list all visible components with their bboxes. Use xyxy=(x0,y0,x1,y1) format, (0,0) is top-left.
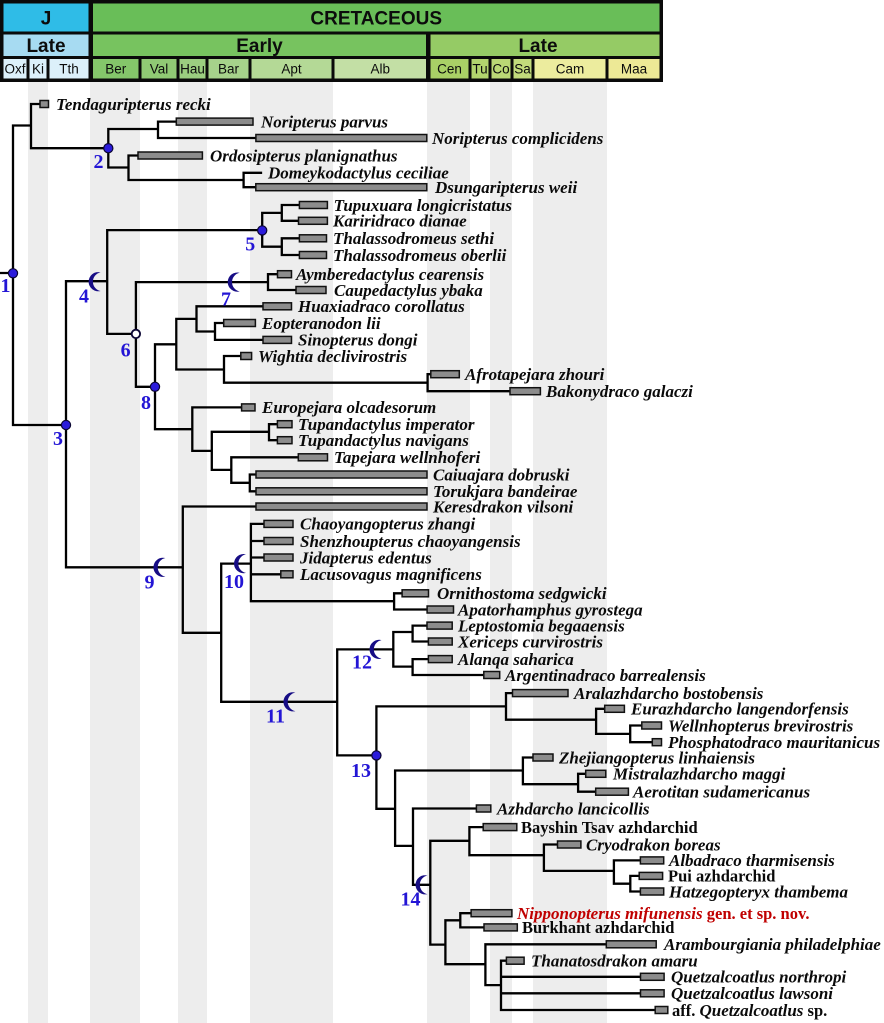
svg-text:Quetzalcoatlus northropi: Quetzalcoatlus northropi xyxy=(671,968,847,987)
svg-text:Phosphatodraco mauritanicus: Phosphatodraco mauritanicus xyxy=(667,733,880,752)
svg-text:1: 1 xyxy=(1,275,11,297)
svg-text:Alb: Alb xyxy=(370,62,390,77)
svg-text:Bayshin Tsav azhdarchid: Bayshin Tsav azhdarchid xyxy=(521,818,698,837)
svg-text:Noripterus parvus: Noripterus parvus xyxy=(260,112,388,131)
svg-text:Eurazhdarcho langendorfensis: Eurazhdarcho langendorfensis xyxy=(630,700,849,719)
svg-text:Cryodrakon boreas: Cryodrakon boreas xyxy=(586,835,721,854)
svg-text:Leptostomia begaaensis: Leptostomia begaaensis xyxy=(457,616,625,635)
svg-text:Pui azhdarchid: Pui azhdarchid xyxy=(668,867,775,886)
svg-text:CRETACEOUS: CRETACEOUS xyxy=(310,8,442,29)
svg-text:Thalassodromeus oberlii: Thalassodromeus oberlii xyxy=(333,246,507,265)
svg-text:11: 11 xyxy=(266,706,285,728)
svg-text:Tupandactylus imperator: Tupandactylus imperator xyxy=(298,415,475,434)
svg-text:Zhejiangopterus linhaiensis: Zhejiangopterus linhaiensis xyxy=(558,748,755,767)
svg-text:Torukjara bandeirae: Torukjara bandeirae xyxy=(433,482,578,501)
svg-text:Caupedactylus ybaka: Caupedactylus ybaka xyxy=(334,281,483,300)
svg-text:12: 12 xyxy=(352,652,372,674)
svg-text:Wightia declivirostris: Wightia declivirostris xyxy=(258,347,407,366)
svg-text:Ornithostoma sedgwicki: Ornithostoma sedgwicki xyxy=(437,584,607,603)
svg-text:Keresdrakon vilsoni: Keresdrakon vilsoni xyxy=(432,497,574,516)
svg-text:13: 13 xyxy=(351,760,371,782)
svg-text:J: J xyxy=(41,8,52,29)
svg-text:Thanatosdrakon amaru: Thanatosdrakon amaru xyxy=(531,952,698,971)
svg-text:14: 14 xyxy=(401,889,421,911)
svg-text:8: 8 xyxy=(141,392,151,414)
svg-text:Albadraco tharmisensis: Albadraco tharmisensis xyxy=(668,851,835,870)
svg-text:Noripterus complicidens: Noripterus complicidens xyxy=(431,129,604,148)
svg-text:Ki: Ki xyxy=(32,62,44,77)
svg-text:Alanqa saharica: Alanqa saharica xyxy=(457,650,574,669)
svg-text:Jidapterus edentus: Jidapterus edentus xyxy=(299,548,432,567)
svg-text:Ber: Ber xyxy=(105,62,127,77)
svg-text:Tupandactylus navigans: Tupandactylus navigans xyxy=(298,431,469,450)
svg-text:Apt: Apt xyxy=(281,62,302,77)
svg-text:Hau: Hau xyxy=(180,62,205,77)
svg-text:Domeykodactylus ceciliae: Domeykodactylus ceciliae xyxy=(267,164,449,183)
svg-text:Eopteranodon lii: Eopteranodon lii xyxy=(261,314,381,333)
svg-text:Kariridraco dianae: Kariridraco dianae xyxy=(332,212,467,231)
svg-text:Early: Early xyxy=(236,36,283,57)
svg-text:Burkhant azhdarchid: Burkhant azhdarchid xyxy=(522,918,674,937)
svg-text:Thalassodromeus sethi: Thalassodromeus sethi xyxy=(333,229,494,248)
svg-text:Huaxiadraco corollatus: Huaxiadraco corollatus xyxy=(297,297,465,316)
svg-text:Aymberedactylus cearensis: Aymberedactylus cearensis xyxy=(295,265,484,284)
svg-text:Tth: Tth xyxy=(59,62,79,77)
svg-text:Wellnhopterus brevirostris: Wellnhopterus brevirostris xyxy=(668,716,854,735)
svg-text:aff. Quetzalcoatlus sp.: aff. Quetzalcoatlus sp. xyxy=(672,1001,827,1020)
svg-text:Tupuxuara longicristatus: Tupuxuara longicristatus xyxy=(334,196,513,215)
svg-text:7: 7 xyxy=(221,289,231,311)
svg-text:Chaoyangopterus zhangi: Chaoyangopterus zhangi xyxy=(300,515,476,534)
svg-text:Cen: Cen xyxy=(437,62,462,77)
svg-text:Lacusovagus magnificens: Lacusovagus magnificens xyxy=(299,565,482,584)
svg-text:Shenzhoupterus chaoyangensis: Shenzhoupterus chaoyangensis xyxy=(300,532,521,551)
svg-text:Bar: Bar xyxy=(218,62,240,77)
svg-text:Cam: Cam xyxy=(556,62,585,77)
svg-text:Bakonydraco galaczi: Bakonydraco galaczi xyxy=(545,382,693,401)
svg-text:4: 4 xyxy=(79,286,89,308)
svg-text:Xericeps curvirostris: Xericeps curvirostris xyxy=(457,632,603,651)
svg-text:Hatzegopteryx thambema: Hatzegopteryx thambema xyxy=(668,882,848,901)
svg-text:Tapejara wellnhoferi: Tapejara wellnhoferi xyxy=(334,448,481,467)
svg-text:Oxf: Oxf xyxy=(4,62,25,77)
svg-text:Ordosipterus planignathus: Ordosipterus planignathus xyxy=(210,146,398,165)
svg-text:Afrotapejara zhouri: Afrotapejara zhouri xyxy=(464,365,605,384)
svg-text:Nipponopterus mifunensis gen.: Nipponopterus mifunensis gen. et sp. nov… xyxy=(516,904,809,923)
svg-text:Dsungaripterus weii: Dsungaripterus weii xyxy=(434,178,577,197)
svg-text:Sinopterus dongi: Sinopterus dongi xyxy=(298,331,418,350)
svg-text:Argentinadraco barrealensis: Argentinadraco barrealensis xyxy=(504,666,706,685)
svg-text:Tu: Tu xyxy=(472,62,487,77)
svg-text:Tendaguripterus recki: Tendaguripterus recki xyxy=(56,95,211,114)
svg-text:Apatorhamphus gyrostega: Apatorhamphus gyrostega xyxy=(457,600,643,619)
svg-text:Caiuajara dobruski: Caiuajara dobruski xyxy=(433,465,570,484)
svg-text:Quetzalcoatlus lawsoni: Quetzalcoatlus lawsoni xyxy=(671,984,833,1003)
svg-text:10: 10 xyxy=(224,571,244,593)
svg-text:Co: Co xyxy=(492,62,509,77)
svg-text:9: 9 xyxy=(145,572,155,594)
svg-text:5: 5 xyxy=(245,234,255,256)
svg-text:Val: Val xyxy=(150,62,169,77)
svg-text:Aerotitan sudamericanus: Aerotitan sudamericanus xyxy=(632,783,811,802)
svg-text:Arambourgiania philadelphiae: Arambourgiania philadelphiae xyxy=(663,935,881,954)
svg-text:Aralazhdarcho bostobensis: Aralazhdarcho bostobensis xyxy=(573,684,764,703)
svg-text:Azhdarcho lancicollis: Azhdarcho lancicollis xyxy=(496,799,650,818)
svg-text:6: 6 xyxy=(121,340,131,362)
svg-text:3: 3 xyxy=(53,428,63,450)
svg-text:Europejara olcadesorum: Europejara olcadesorum xyxy=(261,398,436,417)
svg-text:Mistralazhdarcho maggi: Mistralazhdarcho maggi xyxy=(612,765,786,784)
svg-text:Maa: Maa xyxy=(621,62,648,77)
svg-text:2: 2 xyxy=(94,151,104,173)
svg-text:Late: Late xyxy=(518,36,557,57)
svg-text:Sa: Sa xyxy=(514,62,531,77)
svg-text:Late: Late xyxy=(26,36,65,57)
